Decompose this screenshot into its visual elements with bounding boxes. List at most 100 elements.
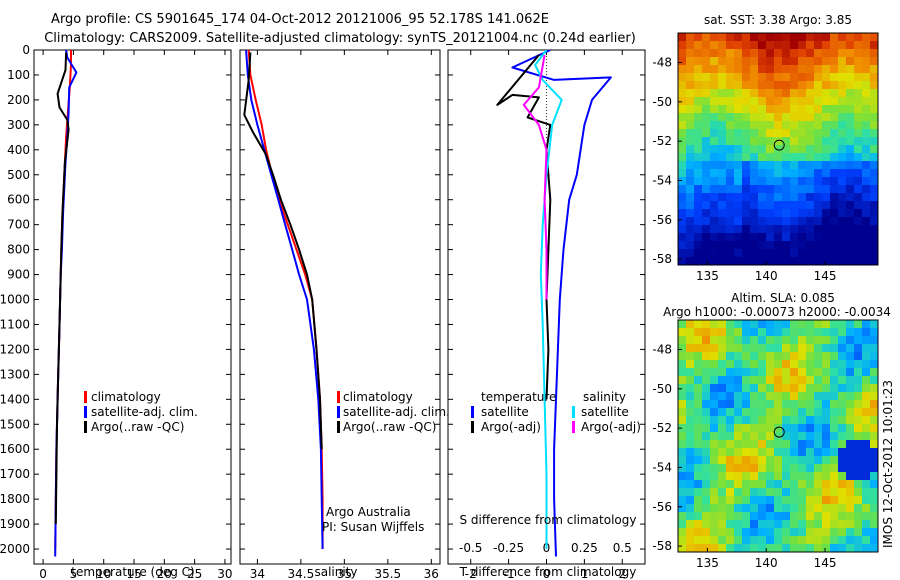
- map-cell: [838, 416, 847, 425]
- map-cell: [766, 161, 775, 170]
- map-cell: [718, 392, 727, 401]
- map-cell: [846, 89, 855, 98]
- map-cell: [686, 496, 695, 505]
- map-cell: [678, 105, 687, 114]
- map-cell: [686, 464, 695, 473]
- map-cell: [766, 137, 775, 146]
- map-cell: [686, 360, 695, 369]
- map-cell: [726, 169, 735, 178]
- map-cell: [830, 456, 839, 465]
- salinity-legend: climatology satellite-adj. clim. Argo(..…: [337, 390, 450, 434]
- map-cell: [678, 153, 687, 162]
- map-cell: [678, 185, 687, 194]
- map-cell: [830, 448, 839, 457]
- map-cell: [726, 432, 735, 441]
- map-cell: [734, 344, 743, 353]
- map-cell: [710, 456, 719, 465]
- map-cell: [702, 544, 711, 553]
- map-cell: [694, 169, 703, 178]
- map-cell: [766, 153, 775, 162]
- map-cell: [742, 448, 751, 457]
- map-cell: [702, 472, 711, 481]
- map-cell: [694, 225, 703, 234]
- map-cell: [750, 384, 759, 393]
- map-cell: [790, 169, 799, 178]
- map-cell: [862, 177, 871, 186]
- map-cell: [678, 416, 687, 425]
- map-cell: [870, 105, 879, 114]
- map-cell: [678, 121, 687, 130]
- map-cell: [774, 344, 783, 353]
- map-cell: [798, 49, 807, 58]
- map-cell: [862, 512, 871, 521]
- map-cell: [838, 49, 847, 58]
- map-cell: [694, 113, 703, 122]
- map-cell: [702, 249, 711, 258]
- map-cell: [814, 137, 823, 146]
- map-cell: [854, 384, 863, 393]
- map-cell: [694, 177, 703, 186]
- map-cell: [822, 328, 831, 337]
- map-cell: [686, 432, 695, 441]
- map-cell: [806, 320, 815, 329]
- map-cell: [758, 153, 767, 162]
- map-y-tick-label: -50: [652, 382, 672, 396]
- map-cell: [814, 352, 823, 361]
- map-cell: [686, 384, 695, 393]
- map-cell: [854, 520, 863, 529]
- map-cell: [822, 360, 831, 369]
- map-cell: [750, 400, 759, 409]
- map-cell: [734, 328, 743, 337]
- map-cell: [862, 161, 871, 170]
- map-cell: [710, 472, 719, 481]
- map-cell: [830, 544, 839, 553]
- map-cell: [758, 177, 767, 186]
- y-tick-label: 200: [7, 93, 30, 107]
- map-cell: [846, 448, 855, 457]
- map-cell: [750, 177, 759, 186]
- map-cell: [678, 129, 687, 138]
- map-cell: [798, 352, 807, 361]
- map-cell: [798, 472, 807, 481]
- map-cell: [798, 328, 807, 337]
- map-cell: [870, 209, 879, 218]
- map-cell: [758, 129, 767, 138]
- map-cell: [678, 504, 687, 513]
- map-cell: [718, 193, 727, 202]
- map-cell: [702, 408, 711, 417]
- map-cell: [782, 408, 791, 417]
- map-cell: [790, 105, 799, 114]
- map-cell: [798, 113, 807, 122]
- map-cell: [798, 161, 807, 170]
- map-cell: [694, 57, 703, 66]
- map-cell: [694, 392, 703, 401]
- map-cell: [870, 241, 879, 250]
- map-cell: [830, 257, 839, 266]
- map-cell: [806, 344, 815, 353]
- map-cell: [750, 105, 759, 114]
- map-cell: [678, 49, 687, 58]
- map-cell: [678, 520, 687, 529]
- map-cell: [814, 153, 823, 162]
- map-cell: [774, 392, 783, 401]
- map-cell: [806, 121, 815, 130]
- map-cell: [814, 193, 823, 202]
- map-cell: [710, 145, 719, 154]
- map-cell: [846, 201, 855, 210]
- map-cell: [710, 89, 719, 98]
- map-cell: [734, 209, 743, 218]
- map-cell: [798, 209, 807, 218]
- map-cell: [838, 400, 847, 409]
- map-cell: [702, 137, 711, 146]
- map-cell: [870, 512, 879, 521]
- map-cell: [814, 408, 823, 417]
- map-cell: [718, 376, 727, 385]
- map-cell: [822, 81, 831, 90]
- map-cell: [686, 161, 695, 170]
- map-x-tick-label: 140: [755, 269, 778, 283]
- y-tick-label: 1300: [0, 367, 30, 381]
- map-cell: [854, 249, 863, 258]
- map-cell: [774, 480, 783, 489]
- map-cell: [854, 233, 863, 242]
- map-cell: [782, 113, 791, 122]
